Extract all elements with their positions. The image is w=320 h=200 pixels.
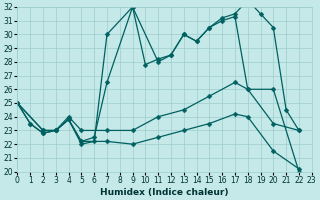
X-axis label: Humidex (Indice chaleur): Humidex (Indice chaleur) <box>100 188 229 197</box>
